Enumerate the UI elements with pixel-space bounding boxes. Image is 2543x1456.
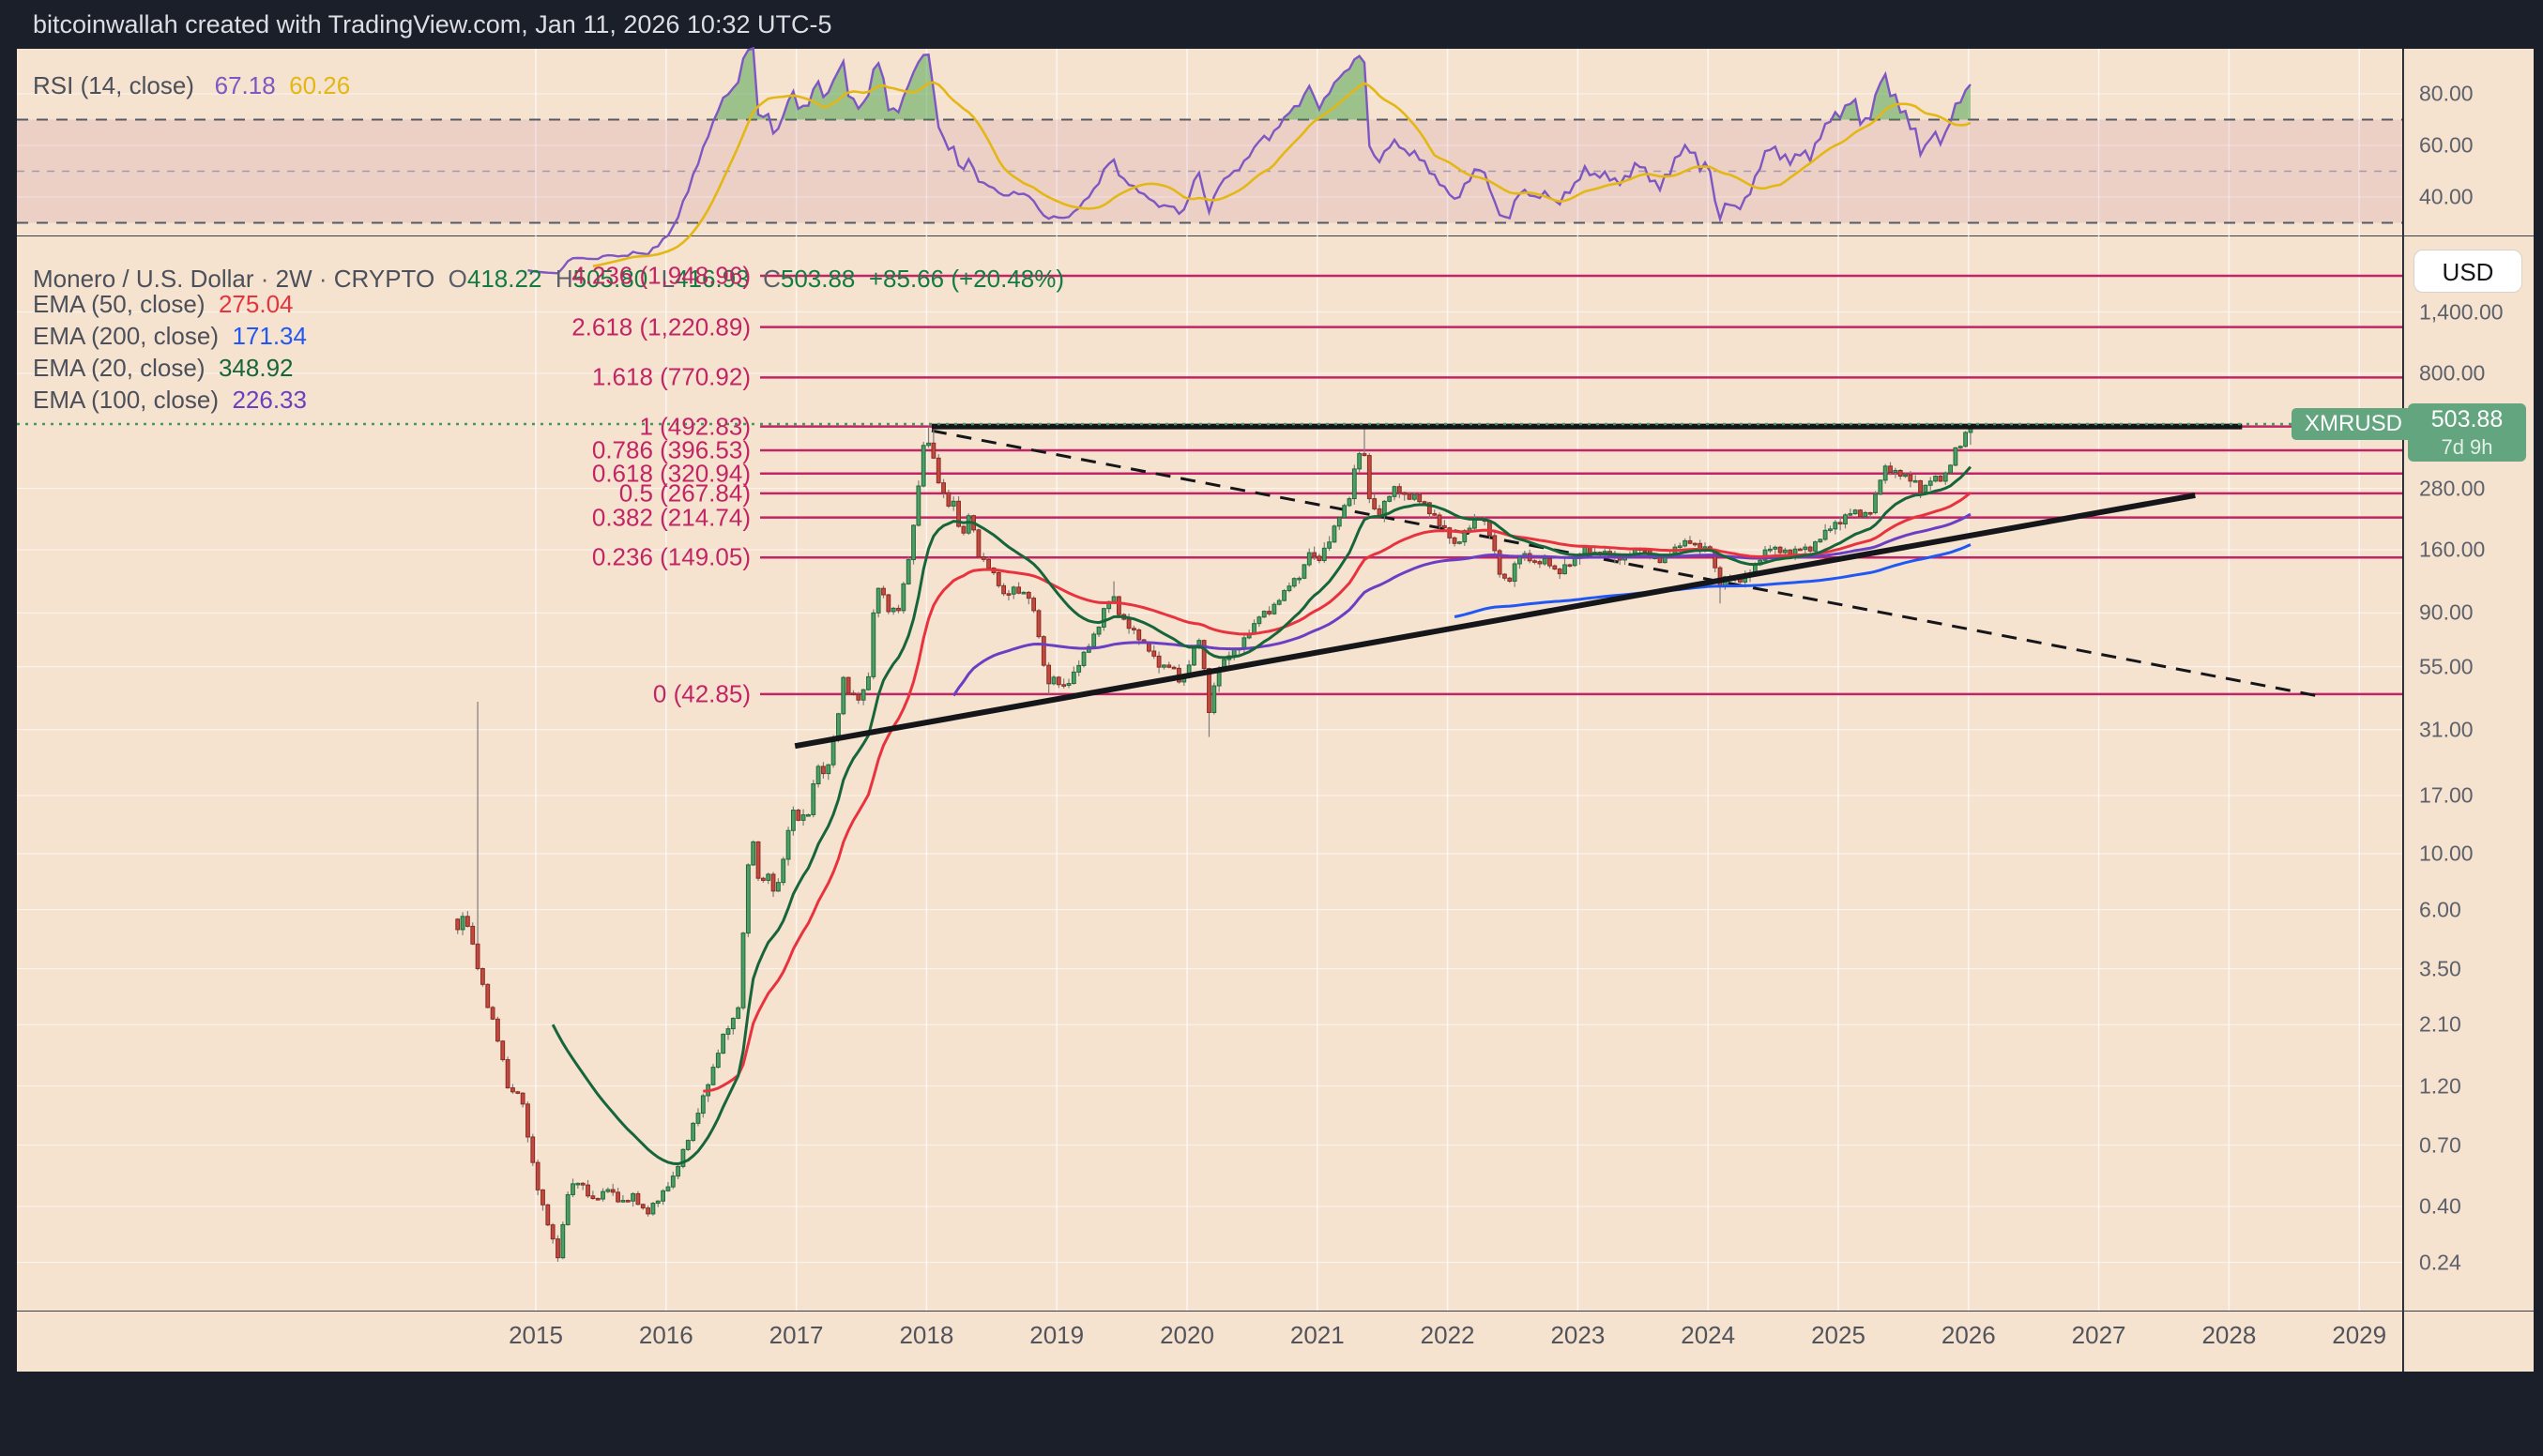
open-label: O <box>448 265 467 293</box>
pane-divider[interactable] <box>17 235 2534 236</box>
rsi-value: 67.18 <box>214 71 276 99</box>
change-value: +85.66 (+20.48%) <box>868 265 1064 293</box>
year-label: 2017 <box>769 1321 824 1349</box>
symbol-price-flag[interactable]: XMRUSD <box>2291 408 2415 440</box>
fib-level-label: 0.236 (149.05) <box>591 542 751 571</box>
price-tick: 0.70 <box>2419 1132 2461 1158</box>
year-label: 2018 <box>899 1321 954 1349</box>
year-label: 2019 <box>1029 1321 1085 1349</box>
fib-level-label: 0.382 (214.74) <box>591 503 751 532</box>
price-tick: 800.00 <box>2419 360 2486 386</box>
low-label: L <box>661 265 676 293</box>
attribution-bar: bitcoinwallah created with TradingView.c… <box>0 0 2543 49</box>
symbol-market: CRYPTO <box>333 265 435 293</box>
close-value: 503.88 <box>780 265 856 293</box>
last-price-value: 503.88 <box>2430 406 2504 432</box>
rsi-ma-value: 60.26 <box>289 71 351 99</box>
fib-level-label: 1 (492.83) <box>639 412 751 441</box>
price-tick: 1,400.00 <box>2419 299 2504 325</box>
year-label: 2027 <box>2071 1321 2126 1349</box>
low-value: 416.93 <box>675 265 750 293</box>
price-tick: 280.00 <box>2419 476 2486 501</box>
price-tick: 10.00 <box>2419 841 2474 866</box>
ema-50-line <box>703 492 1972 1093</box>
price-tick: 17.00 <box>2419 782 2474 808</box>
symbol-title[interactable]: Monero / U.S. Dollar <box>33 265 254 293</box>
fib-level-label: 1.618 (770.92) <box>591 362 751 391</box>
year-label: 2026 <box>1941 1321 1996 1349</box>
candles <box>455 423 1973 1262</box>
year-label: 2024 <box>1681 1321 1736 1349</box>
ema-100-line <box>952 512 1972 697</box>
fib-level-label: 4.236 (1,948.96) <box>571 261 751 290</box>
year-label: 2022 <box>1420 1321 1475 1349</box>
price-tick: 0.24 <box>2419 1250 2461 1275</box>
year-label: 2025 <box>1811 1321 1865 1349</box>
year-label: 2015 <box>509 1321 563 1349</box>
ema-20-line <box>551 465 1972 1166</box>
year-label: 2028 <box>2201 1321 2257 1349</box>
ema-legend-row[interactable]: EMA (100, close) 226.33 <box>33 386 307 414</box>
close-label: C <box>763 265 781 293</box>
fib-level-label: 0.5 (267.84) <box>618 478 751 508</box>
fib-level-label: 0.786 (396.53) <box>591 435 751 464</box>
price-tick: 55.00 <box>2419 654 2474 679</box>
price-tick: 1.20 <box>2419 1073 2461 1099</box>
time-axis-divider <box>17 1311 2534 1312</box>
year-label: 2021 <box>1289 1321 1345 1349</box>
price-tick: 6.00 <box>2419 897 2461 922</box>
price-tick: 3.50 <box>2419 956 2461 981</box>
ascending-support <box>794 493 2196 750</box>
price-tick: 2.10 <box>2419 1011 2461 1037</box>
high-label: H <box>555 265 573 293</box>
ema-200-line <box>1454 543 1972 618</box>
symbol-legend[interactable]: Monero / U.S. Dollar · 2W · CRYPTO O418.… <box>33 265 1064 293</box>
year-label: 2016 <box>638 1321 693 1349</box>
symbol-interval[interactable]: 2W <box>275 265 312 293</box>
price-tick: 31.00 <box>2419 717 2474 742</box>
rsi-ma-line <box>592 81 1972 267</box>
price-tick: 90.00 <box>2419 599 2474 625</box>
rsi-tick: 80.00 <box>2419 81 2474 106</box>
last-price-badge[interactable]: 503.88 7d 9h <box>2408 403 2526 462</box>
fib-level-label: 0 (42.85) <box>652 679 751 708</box>
footer-bar: TradingView <box>0 1372 2543 1456</box>
year-label: 2020 <box>1160 1321 1214 1349</box>
year-label: 2023 <box>1550 1321 1606 1349</box>
currency-toggle-button[interactable]: USD <box>2414 250 2522 293</box>
rsi-legend-label: RSI (14, close) <box>33 71 194 99</box>
price-tick: 0.40 <box>2419 1193 2461 1219</box>
open-value: 418.22 <box>466 265 542 293</box>
fib-level-label: 0.618 (320.94) <box>591 459 751 488</box>
rsi-tick: 60.00 <box>2419 132 2474 158</box>
bar-countdown: 7d 9h <box>2441 435 2493 459</box>
ema-legend-row[interactable]: EMA (50, close) 275.04 <box>33 290 294 318</box>
fib-level-label: 2.618 (1,220.89) <box>571 312 751 341</box>
rsi-tick: 40.00 <box>2419 184 2474 209</box>
rsi-line <box>527 46 1972 275</box>
ema-legend-row[interactable]: EMA (200, close) 171.34 <box>33 322 307 350</box>
rsi-legend[interactable]: RSI (14, close) 67.18 60.26 <box>33 71 350 100</box>
attribution-text: bitcoinwallah created with TradingView.c… <box>33 10 832 38</box>
year-label: 2029 <box>2332 1321 2387 1349</box>
price-tick: 160.00 <box>2419 537 2486 562</box>
ema-legend-row[interactable]: EMA (20, close) 348.92 <box>33 354 294 382</box>
high-value: 505.80 <box>572 265 648 293</box>
